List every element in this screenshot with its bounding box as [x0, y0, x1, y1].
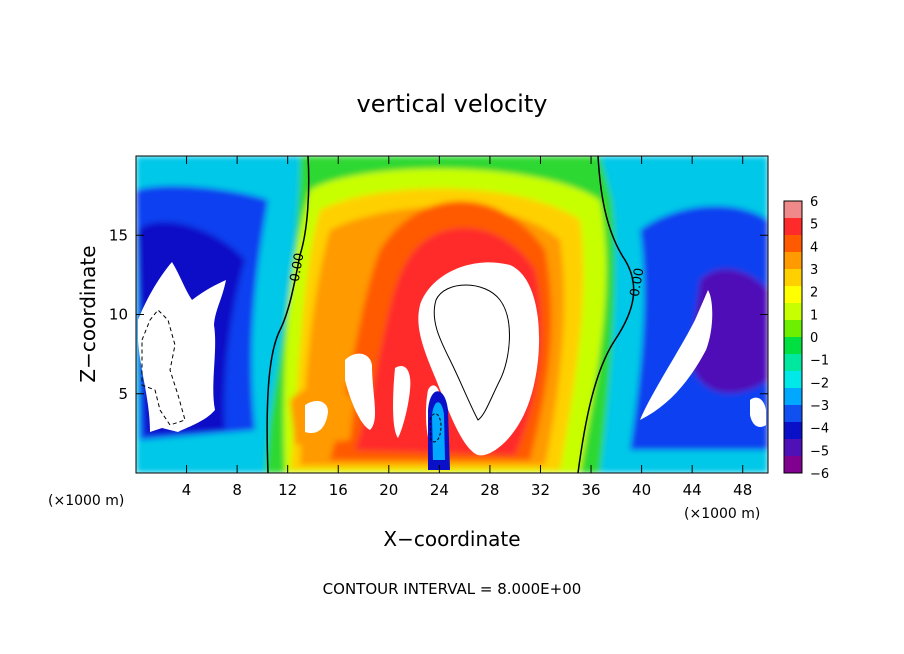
x-axis-label: X−coordinate	[383, 527, 520, 551]
x-axis-ticks: 4 8 12 16 20 24 28 32 36 40 44 48	[182, 156, 752, 499]
colorbar-swatch	[784, 354, 802, 372]
white-region-left	[138, 262, 226, 432]
zero-contour-left	[266, 156, 310, 473]
colorbar-swatch	[784, 439, 802, 457]
x-tick-label: 48	[733, 481, 752, 499]
x-tick-label: 8	[232, 481, 242, 499]
colorbar-swatch	[784, 456, 802, 474]
y-axis-label: Z−coordinate	[76, 245, 100, 382]
y-tick-label: 15	[109, 226, 128, 244]
colorbar-tick-label: −5	[810, 444, 829, 459]
colorbar-swatch	[784, 235, 802, 253]
colorbar-ticks: 6 5 4 3 2 1 0 −1 −2 −3 −4 −5 −6	[810, 195, 829, 482]
colorbar-tick-label: 6	[810, 195, 818, 210]
colorbar	[784, 201, 802, 474]
contour-label-right: 0.00	[628, 267, 648, 298]
colorbar-tick-label: −1	[810, 354, 829, 369]
colorbar-tick-label: −6	[810, 467, 829, 482]
y-tick-label: 5	[118, 385, 128, 403]
colorbar-tick-label: 3	[810, 263, 818, 278]
colorbar-tick-label: −3	[810, 399, 829, 414]
colorbar-tick-label: 0	[810, 331, 818, 346]
colorbar-swatch	[784, 201, 802, 219]
chart-title: vertical velocity	[357, 90, 548, 118]
colorbar-swatch	[784, 422, 802, 440]
colorbar-tick-label: −2	[810, 376, 829, 391]
zero-contour-right	[577, 156, 635, 473]
colorbar-swatch	[784, 371, 802, 389]
colorbar-tick-label: −4	[810, 422, 829, 437]
x-tick-label: 20	[379, 481, 398, 499]
colorbar-swatch	[784, 303, 802, 321]
x-unit-note-left: (×1000 m)	[48, 493, 124, 509]
contour-label-left: 0.00	[288, 252, 308, 283]
colorbar-tick-label: 2	[810, 286, 818, 301]
colorbar-tick-label: 4	[810, 240, 818, 255]
colorbar-frame	[783, 200, 803, 474]
plot-area	[136, 156, 768, 473]
x-tick-label: 32	[531, 481, 550, 499]
colorbar-swatch	[784, 286, 802, 304]
x-unit-note-right: (×1000 m)	[684, 506, 760, 522]
y-tick-label: 10	[109, 306, 128, 324]
colorbar-swatch	[784, 252, 802, 270]
x-tick-label: 24	[430, 481, 449, 499]
y-axis-ticks: 5 10 15	[109, 226, 768, 403]
x-tick-label: 44	[683, 481, 702, 499]
colorbar-swatch	[784, 320, 802, 338]
x-tick-label: 40	[632, 481, 651, 499]
white-region-right	[640, 290, 713, 420]
x-tick-label: 36	[581, 481, 600, 499]
x-tick-label: 12	[278, 481, 297, 499]
x-tick-label: 16	[329, 481, 348, 499]
x-tick-label: 4	[182, 481, 192, 499]
white-region-center	[418, 262, 540, 456]
colorbar-swatch	[784, 388, 802, 406]
contour-interval-note: CONTOUR INTERVAL = 8.000E+00	[323, 580, 582, 598]
colorbar-swatch	[784, 218, 802, 236]
x-tick-label: 28	[480, 481, 499, 499]
colorbar-tick-label: 5	[810, 218, 818, 233]
colorbar-swatch	[784, 405, 802, 423]
colorbar-swatch	[784, 337, 802, 355]
colorbar-tick-label: 1	[810, 308, 818, 323]
colorbar-swatch	[784, 269, 802, 287]
